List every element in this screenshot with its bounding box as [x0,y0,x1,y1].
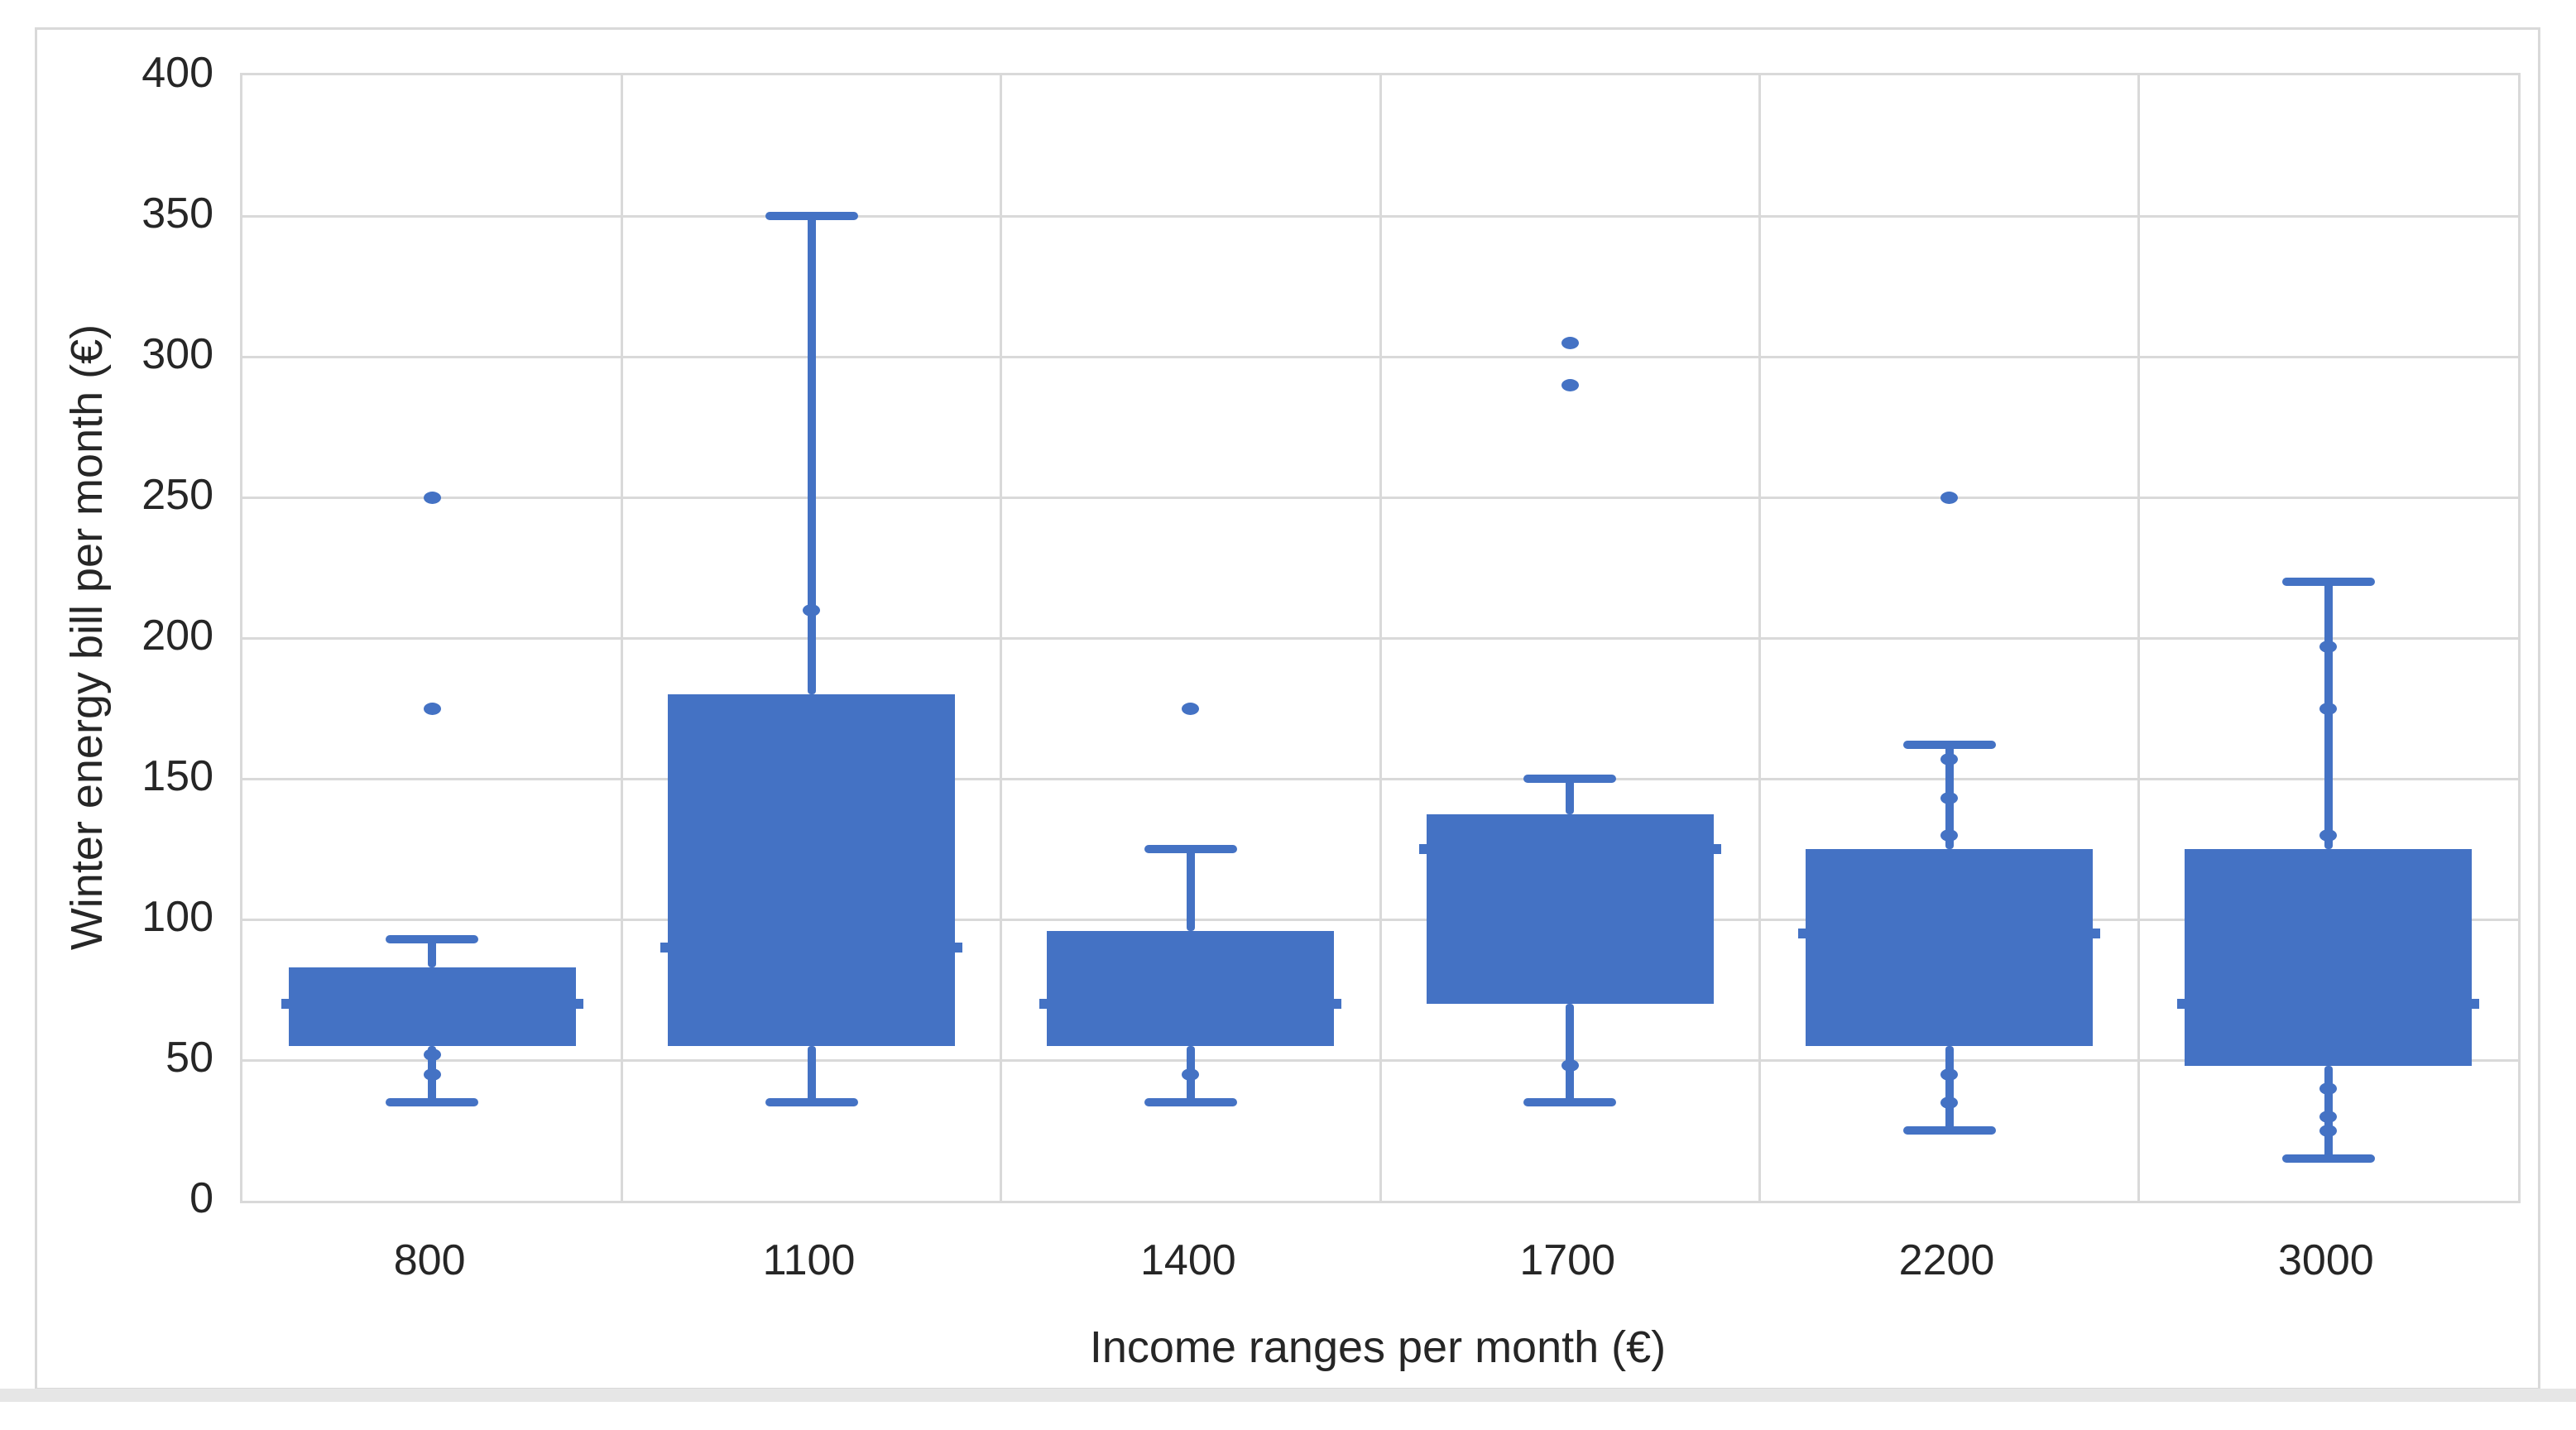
whisker-cap-min-800 [386,1098,479,1106]
outlier-dot-800-175 [423,702,441,715]
whisker-cap-min-1100 [765,1098,858,1106]
whisker-cap-min-1400 [1144,1098,1237,1106]
whisker-lower-2200 [1945,1046,1954,1130]
y-tick-label-100: 100 [142,893,213,941]
whisker-cap-min-1700 [1523,1098,1617,1106]
median-mark-left-1100 [660,943,675,953]
box-2200 [1806,849,2093,1046]
x-tick-label-1700: 1700 [1519,1236,1615,1284]
plot-area [240,73,2521,1203]
data-point-dot-3000-130 [2319,828,2338,842]
whisker-upper-1400 [1186,849,1195,931]
box-1400 [1047,930,1335,1046]
x-tick-label-3000: 3000 [2277,1236,2374,1284]
median-mark-right-1700 [1705,844,1721,854]
whisker-cap-max-1100 [765,212,858,220]
gridline-category-separator [620,75,623,1201]
median-mark-right-1100 [947,943,962,953]
median-mark-right-800 [568,999,583,1009]
whisker-cap-max-2200 [1902,741,1996,750]
x-tick-label-1400: 1400 [1139,1236,1236,1284]
x-tick-label-800: 800 [393,1236,466,1284]
outlier-dot-1700-290 [1561,378,1579,391]
y-tick-label-350: 350 [142,190,213,238]
outlier-dot-1700-305 [1561,336,1579,349]
whisker-cap-max-3000 [2281,578,2375,586]
median-mark-right-2200 [2085,929,2100,938]
data-point-dot-3000-30 [2319,1110,2338,1123]
box-3000 [2185,849,2473,1066]
data-point-dot-2200-35 [1940,1096,1958,1109]
data-point-dot-800-52 [423,1048,441,1061]
data-point-dot-2200-143 [1940,792,1958,805]
outlier-dot-2200-250 [1940,491,1958,504]
x-tick-label-2200: 2200 [1898,1236,1995,1284]
whisker-upper-1100 [807,216,816,694]
median-mark-left-2200 [1798,929,1813,938]
median-mark-right-3000 [2464,999,2480,1009]
outlier-dot-800-250 [423,491,441,504]
gridline-category-separator [1758,75,1761,1201]
whisker-lower-1100 [807,1046,816,1102]
box-1100 [668,694,955,1046]
gridline-category-separator [1379,75,1382,1201]
data-point-dot-3000-40 [2319,1082,2338,1095]
data-point-dot-3000-197 [2319,640,2338,653]
data-point-dot-2200-157 [1940,752,1958,765]
whisker-cap-max-800 [386,934,479,943]
data-point-dot-1700-48 [1561,1059,1579,1072]
data-point-dot-2200-45 [1940,1068,1958,1081]
data-point-dot-800-45 [423,1068,441,1081]
whisker-cap-min-3000 [2281,1154,2375,1163]
whisker-upper-3000 [2324,582,2333,849]
box-800 [288,967,576,1046]
whisker-cap-max-1400 [1144,845,1237,853]
median-mark-left-1700 [1418,844,1434,854]
gridline-category-separator [1000,75,1003,1201]
whisker-cap-max-1700 [1523,775,1617,783]
data-point-dot-3000-25 [2319,1124,2338,1137]
y-tick-label-400: 400 [142,49,213,97]
whisker-upper-800 [428,938,437,967]
data-point-dot-1100-210 [803,603,820,617]
window-edge-strip [0,1389,2576,1402]
data-point-dot-2200-130 [1940,828,1958,842]
y-tick-label-50: 50 [165,1034,213,1082]
gridline-category-separator [2137,75,2141,1201]
whisker-lower-1700 [1566,1004,1575,1102]
median-mark-left-800 [281,999,296,1009]
median-mark-left-1400 [1039,999,1055,1009]
y-tick-label-250: 250 [142,471,213,519]
median-mark-right-1400 [1326,999,1342,1009]
whisker-upper-1700 [1566,779,1575,814]
x-tick-label-1100: 1100 [762,1236,856,1284]
y-tick-label-300: 300 [142,330,213,378]
data-point-dot-3000-175 [2319,702,2338,715]
whisker-cap-min-2200 [1902,1126,1996,1135]
y-tick-label-0: 0 [189,1174,213,1222]
outlier-dot-1400-175 [1182,702,1200,715]
y-tick-label-150: 150 [142,752,213,800]
box-1700 [1426,813,1714,1004]
y-tick-label-200: 200 [142,612,213,660]
median-mark-left-3000 [2177,999,2193,1009]
x-axis-title: Income ranges per month (€) [1089,1322,1667,1372]
data-point-dot-1400-45 [1182,1068,1200,1081]
